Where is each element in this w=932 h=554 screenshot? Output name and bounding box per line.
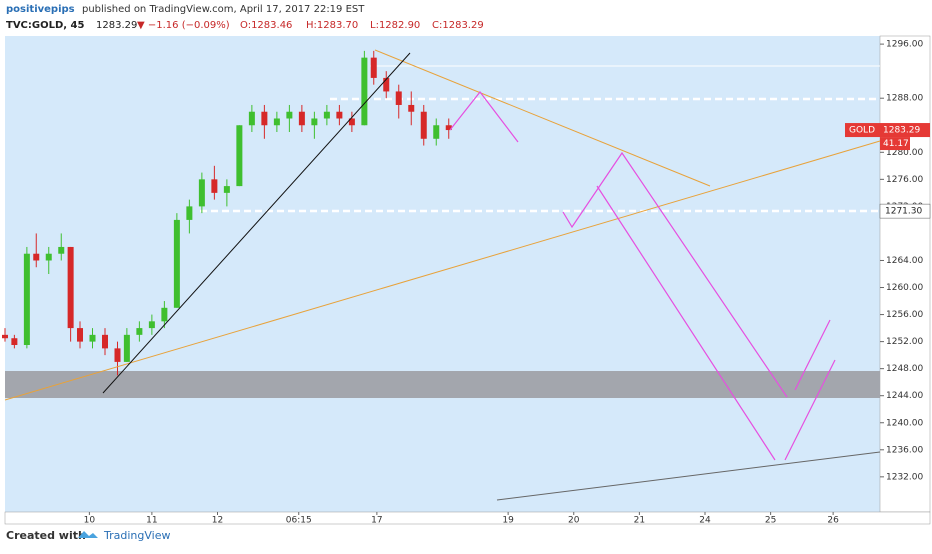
y-tick-label: 1280.00: [886, 148, 923, 158]
price-axis: [879, 35, 931, 513]
y-tick-label: 1232.00: [886, 472, 923, 482]
y-tick-label: 1248.00: [886, 364, 923, 374]
candle-body: [361, 57, 368, 126]
candle-body: [370, 57, 377, 78]
x-tick-label: 25: [765, 516, 776, 526]
candle-body: [248, 111, 255, 126]
candle-body: [173, 219, 180, 308]
candle-body: [89, 334, 96, 342]
projection-path: [562, 151, 788, 398]
countdown: 41.17: [883, 139, 909, 149]
candle-body: [261, 111, 268, 126]
candle-body: [198, 179, 205, 207]
candle-body: [223, 186, 230, 193]
time-axis: [4, 511, 931, 525]
logo: [78, 531, 98, 538]
candle-body: [211, 179, 218, 193]
open: O:1283.46: [240, 20, 292, 31]
candle-body: [23, 253, 30, 345]
candle-body: [348, 118, 355, 126]
plot-area: [5, 36, 880, 512]
candle-body: [77, 328, 83, 342]
change: ▼ −1.16 (−0.09%): [137, 20, 230, 31]
trend-line: [496, 451, 881, 501]
y-tick-label: 1260.00: [886, 283, 923, 293]
candle-body: [161, 307, 168, 322]
trend-line: [4, 140, 881, 401]
candle-body: [273, 118, 280, 126]
x-tick-label: 10: [84, 516, 96, 526]
candle-body: [58, 246, 65, 254]
y-tick-label: 1264.00: [886, 256, 923, 266]
candle-body: [67, 246, 74, 329]
y-tick-label: 1276.00: [886, 175, 923, 185]
created-with: Created with: [6, 529, 86, 542]
projection-path: [596, 185, 776, 461]
y-tick-label: 1236.00: [886, 445, 923, 455]
trend-line: [374, 49, 711, 187]
projection: [449, 91, 836, 461]
candle-body: [136, 328, 143, 335]
y-tick-label: 1244.00: [886, 391, 923, 401]
candle-body: [33, 253, 40, 261]
x-tick-label: 17: [371, 516, 382, 526]
x-tick-label: 24: [699, 516, 711, 526]
candle-body: [2, 334, 8, 339]
y-tick-label: 1256.00: [886, 310, 923, 320]
countdown-box: [880, 137, 910, 151]
x-tick-label: 21: [634, 516, 645, 526]
candle-body: [336, 111, 343, 119]
low: L:1282.90: [370, 20, 420, 31]
last-price: 1283.29: [96, 20, 137, 31]
candle-body: [323, 111, 330, 119]
candle-body: [395, 91, 402, 105]
x-tick-label: 19: [502, 516, 514, 526]
level-label: 1271.30: [885, 207, 922, 217]
x-tick-label: 06:15: [286, 516, 312, 526]
candle-body: [186, 206, 193, 220]
candle-body: [236, 125, 243, 187]
price-label-name: GOLD: [849, 126, 875, 136]
candle-body: [11, 338, 18, 345]
x-tick-label: 12: [212, 516, 223, 526]
x-tick-label: 26: [827, 516, 839, 526]
x-tick-label: 20: [568, 516, 580, 526]
candle-body: [383, 77, 390, 92]
projection-path: [449, 91, 519, 143]
y-tick-label: 1252.00: [886, 337, 923, 347]
projection-path: [784, 359, 836, 461]
price-label-box: [845, 123, 930, 138]
candle-body: [286, 111, 293, 119]
y-tick-label: 1240.00: [886, 418, 923, 428]
price-label-value: 1283.29: [883, 126, 920, 136]
y-tick-label: 1296.00: [886, 40, 923, 50]
brand[interactable]: TradingView: [103, 529, 170, 542]
candle-body: [311, 118, 318, 126]
candle-body: [148, 321, 155, 329]
symbol: TVC:GOLD, 45: [6, 20, 85, 31]
high: H:1283.70: [306, 20, 358, 31]
candle-body: [408, 104, 415, 112]
candle-body: [420, 111, 427, 139]
candle-body: [102, 334, 108, 349]
close: C:1283.29: [432, 20, 484, 31]
candle-body: [298, 111, 305, 126]
candle-body: [114, 348, 121, 362]
y-tick-label: 1288.00: [886, 94, 923, 104]
x-tick-label: 11: [146, 516, 157, 526]
author[interactable]: positivepips: [6, 4, 75, 15]
candle-body: [45, 253, 52, 261]
candle-body: [445, 125, 452, 131]
candle-body: [123, 334, 130, 362]
level-label-box: [879, 203, 931, 219]
trend-line: [102, 52, 411, 394]
candle-body: [433, 125, 440, 139]
published: published on TradingView.com, April 17, …: [82, 4, 365, 15]
projection-path: [794, 319, 831, 391]
support-zone: [5, 371, 880, 398]
